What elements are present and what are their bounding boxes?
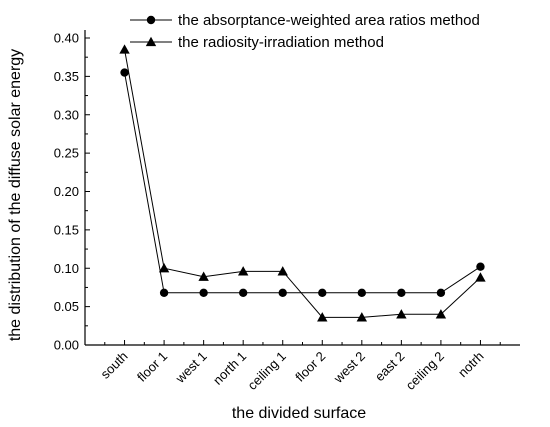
data-point-circle	[238, 288, 248, 298]
y-tick-label: 0.20	[54, 184, 79, 199]
data-point-circle	[318, 288, 327, 298]
x-tick-label: ceiling 1	[245, 349, 289, 393]
data-point-circle	[476, 262, 485, 271]
legend-label: the absorptance-weighted area ratios met…	[178, 12, 480, 29]
series-line	[124, 49, 481, 318]
series-layer	[119, 44, 486, 322]
data-point-circle	[199, 288, 208, 298]
data-point-circle	[120, 68, 129, 77]
legend-marker-circle	[146, 15, 156, 25]
data-point-triangle	[237, 266, 249, 276]
y-tick-label: 0.35	[54, 69, 79, 84]
series-1	[120, 68, 485, 298]
y-tick-label: 0.15	[54, 222, 79, 237]
y-tick-label: 0.30	[54, 107, 79, 122]
data-point-triangle	[317, 312, 328, 322]
data-point-triangle	[277, 266, 288, 276]
data-point-triangle	[158, 263, 170, 273]
data-point-triangle	[475, 272, 486, 282]
y-tick-label: 0.40	[54, 31, 79, 46]
data-point-circle	[278, 288, 287, 298]
y-tick-label: 0.05	[54, 299, 79, 314]
data-point-triangle	[435, 309, 447, 319]
data-point-triangle	[396, 309, 407, 319]
x-tick-label: notrh	[455, 349, 487, 381]
y-tick-label: 0.10	[54, 261, 79, 276]
legend-marker-triangle	[145, 36, 157, 47]
legend-label: the radiosity-irradiation method	[178, 34, 384, 51]
legend: the absorptance-weighted area ratios met…	[130, 12, 480, 51]
x-tick-label: floor 1	[134, 349, 170, 385]
data-point-circle	[436, 288, 446, 298]
x-tick-label: floor 2	[292, 349, 328, 385]
data-point-circle	[159, 288, 169, 298]
data-point-circle	[397, 288, 406, 298]
x-tick-label: west 1	[172, 349, 210, 387]
x-tick-label: east 2	[372, 349, 408, 385]
data-point-circle	[357, 288, 367, 298]
x-tick-label: north 1	[210, 349, 249, 388]
legend-entry: the radiosity-irradiation method	[130, 34, 384, 51]
y-tick-label: 0.00	[54, 338, 79, 353]
axes: 0.00 0.05 0.10 0.15 0.20 0.25 0.30 0.35 0.40 sout…	[54, 30, 520, 393]
x-axis-title: the divided surface	[232, 405, 366, 422]
series-2	[119, 44, 486, 322]
series-line	[124, 72, 481, 294]
data-point-triangle	[356, 312, 368, 322]
y-tick-label: 0.25	[54, 146, 79, 161]
y-axis-title: the distribution of the diffuse solar en…	[7, 49, 24, 341]
x-tick-label: ceiling 2	[403, 349, 447, 393]
x-tick-label: south	[98, 349, 131, 382]
legend-entry: the absorptance-weighted area ratios met…	[130, 12, 480, 29]
data-point-triangle	[198, 271, 209, 281]
data-point-triangle	[119, 44, 130, 54]
x-tick-label: west 2	[330, 349, 368, 387]
